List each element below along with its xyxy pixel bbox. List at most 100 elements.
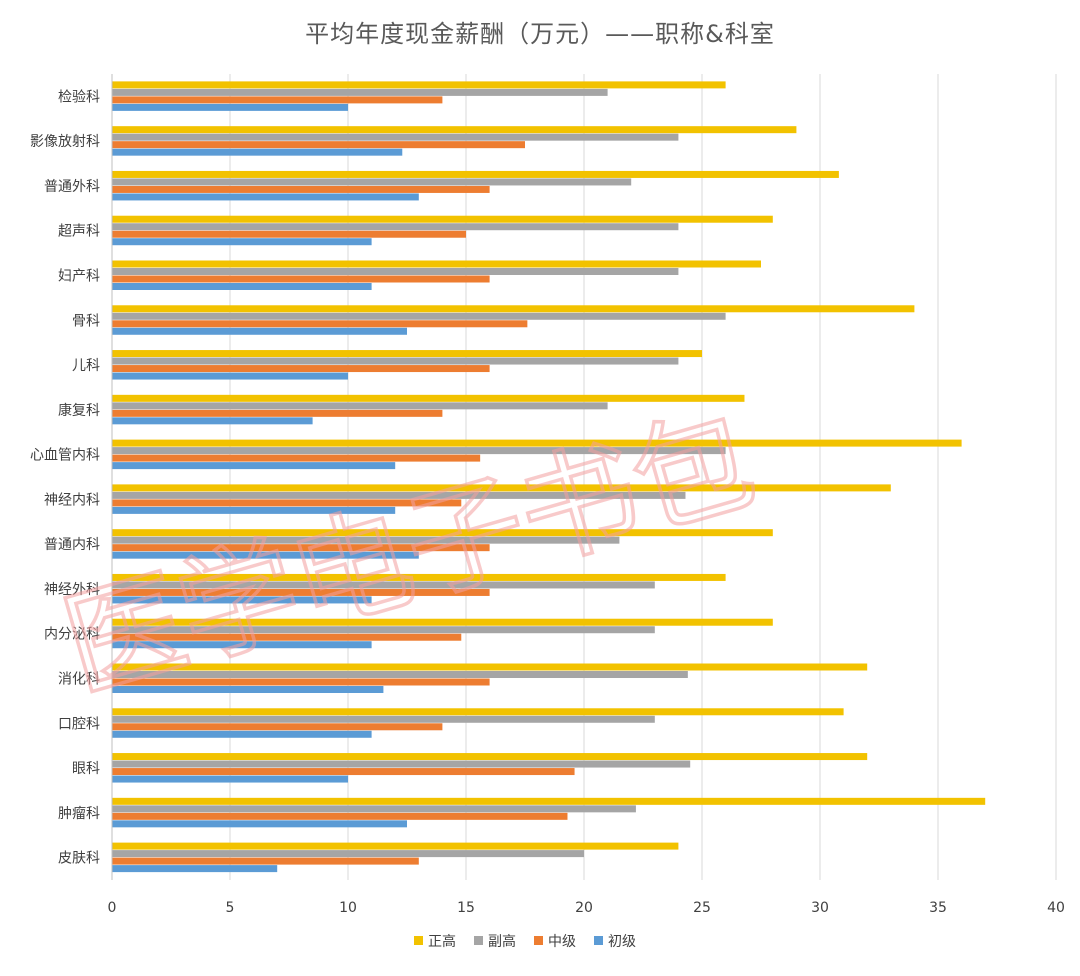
- bar-副高-超声科: [112, 223, 679, 231]
- bar-中级-消化科: [112, 678, 490, 686]
- bar-中级-影像放射科: [112, 141, 525, 149]
- bar-正高-神经外科: [112, 573, 726, 581]
- category-label: 儿科: [72, 358, 100, 374]
- bar-正高-心血管内科: [112, 439, 962, 447]
- legend-swatch: [594, 936, 603, 945]
- category-label: 内分泌科: [44, 627, 100, 643]
- x-tick-label: 10: [339, 900, 357, 916]
- bar-副高-儿科: [112, 357, 679, 365]
- bar-中级-骨科: [112, 320, 528, 328]
- bar-正高-影像放射科: [112, 126, 797, 134]
- bar-副高-口腔科: [112, 715, 655, 723]
- bar-初级-神经外科: [112, 596, 372, 604]
- bar-初级-口腔科: [112, 730, 372, 738]
- category-label: 普通外科: [44, 179, 100, 195]
- bar-初级-骨科: [112, 327, 407, 335]
- bar-正高-眼科: [112, 753, 868, 761]
- bar-初级-心血管内科: [112, 462, 396, 470]
- category-label: 康复科: [58, 402, 100, 419]
- category-label: 骨科: [72, 313, 100, 329]
- legend-label: 正高: [428, 933, 456, 950]
- bar-副高-普通内科: [112, 536, 620, 544]
- bar-正高-普通外科: [112, 170, 839, 178]
- category-label: 超声科: [58, 224, 100, 240]
- legend: 正高 副高 中级 初级: [414, 933, 636, 950]
- legend-label: 初级: [608, 933, 636, 950]
- bar-正高-骨科: [112, 305, 915, 313]
- x-tick-label: 40: [1047, 900, 1065, 916]
- category-label: 检验科: [58, 89, 100, 105]
- bar-中级-儿科: [112, 365, 490, 373]
- legend-swatch: [414, 936, 423, 945]
- category-label: 普通内科: [44, 537, 100, 553]
- bar-初级-眼科: [112, 775, 348, 783]
- bar-副高-检验科: [112, 88, 608, 96]
- legend-label: 中级: [548, 934, 576, 950]
- x-tick-label: 20: [575, 900, 593, 916]
- axes: 0 5 10 15 20 25 30 35 40 检验科影像放射科普通外科超声科妇产科骨科儿科康复…: [30, 74, 1065, 916]
- category-label: 妇产科: [58, 268, 100, 285]
- category-label: 消化科: [58, 672, 100, 688]
- x-tick-label: 15: [457, 900, 475, 916]
- bar-正高-神经内科: [112, 484, 891, 492]
- bar-初级-消化科: [112, 686, 384, 693]
- bar-初级-普通外科: [112, 193, 419, 201]
- bar-正高-肿瘤科: [112, 797, 986, 805]
- bar-正高-超声科: [112, 215, 773, 223]
- bar-副高-内分泌科: [112, 626, 655, 634]
- bar-初级-检验科: [112, 103, 348, 111]
- bar-初级-影像放射科: [112, 148, 403, 156]
- legend-swatch: [474, 936, 483, 945]
- legend-swatch: [534, 936, 543, 945]
- bar-正高-内分泌科: [112, 618, 773, 626]
- x-tick-label: 35: [929, 900, 947, 916]
- bar-中级-神经外科: [112, 588, 490, 596]
- bar-副高-眼科: [112, 760, 691, 768]
- bar-初级-妇产科: [112, 283, 372, 290]
- bar-中级-心血管内科: [112, 454, 481, 462]
- bar-副高-康复科: [112, 402, 608, 410]
- bar-正高-消化科: [112, 663, 868, 671]
- category-label: 神经外科: [44, 582, 100, 598]
- bar-中级-肿瘤科: [112, 812, 568, 820]
- category-label: 皮肤科: [58, 851, 100, 867]
- grid-lines: [229, 74, 1057, 880]
- bar-中级-皮肤科: [112, 857, 419, 865]
- bar-副高-神经内科: [112, 491, 686, 499]
- bar-初级-皮肤科: [112, 865, 278, 873]
- bar-正高-普通内科: [112, 529, 773, 537]
- bar-中级-普通内科: [112, 544, 490, 552]
- bar-中级-内分泌科: [112, 633, 462, 641]
- x-tick-label: 5: [226, 900, 235, 916]
- bar-中级-妇产科: [112, 275, 490, 283]
- bar-初级-内分泌科: [112, 641, 372, 649]
- bar-副高-肿瘤科: [112, 805, 636, 813]
- bar-中级-康复科: [112, 409, 443, 417]
- bar-正高-儿科: [112, 350, 702, 358]
- category-label: 神经内科: [44, 492, 100, 508]
- category-label: 影像放射科: [30, 134, 100, 150]
- bar-初级-神经内科: [112, 506, 396, 514]
- category-label: 心血管内科: [30, 448, 100, 464]
- bar-副高-皮肤科: [112, 850, 584, 858]
- bar-中级-检验科: [112, 96, 443, 104]
- bar-副高-骨科: [112, 312, 726, 320]
- category-label: 肿瘤科: [58, 805, 100, 822]
- bar-中级-超声科: [112, 230, 466, 238]
- bar-初级-康复科: [112, 417, 313, 425]
- category-label: 口腔科: [58, 716, 100, 732]
- legend-label: 副高: [488, 933, 516, 950]
- x-tick-label: 25: [693, 900, 711, 916]
- bar-初级-普通内科: [112, 551, 419, 559]
- bar-初级-超声科: [112, 238, 372, 246]
- bar-正高-口腔科: [112, 708, 844, 716]
- bar-中级-口腔科: [112, 723, 443, 731]
- bar-副高-妇产科: [112, 268, 679, 275]
- bar-正高-妇产科: [112, 260, 761, 268]
- x-tick-label: 0: [108, 900, 117, 916]
- bar-正高-皮肤科: [112, 842, 679, 850]
- chart-title: 平均年度现金薪酬（万元）——职称&科室: [305, 20, 775, 48]
- bar-中级-眼科: [112, 768, 575, 776]
- bar-副高-影像放射科: [112, 133, 679, 141]
